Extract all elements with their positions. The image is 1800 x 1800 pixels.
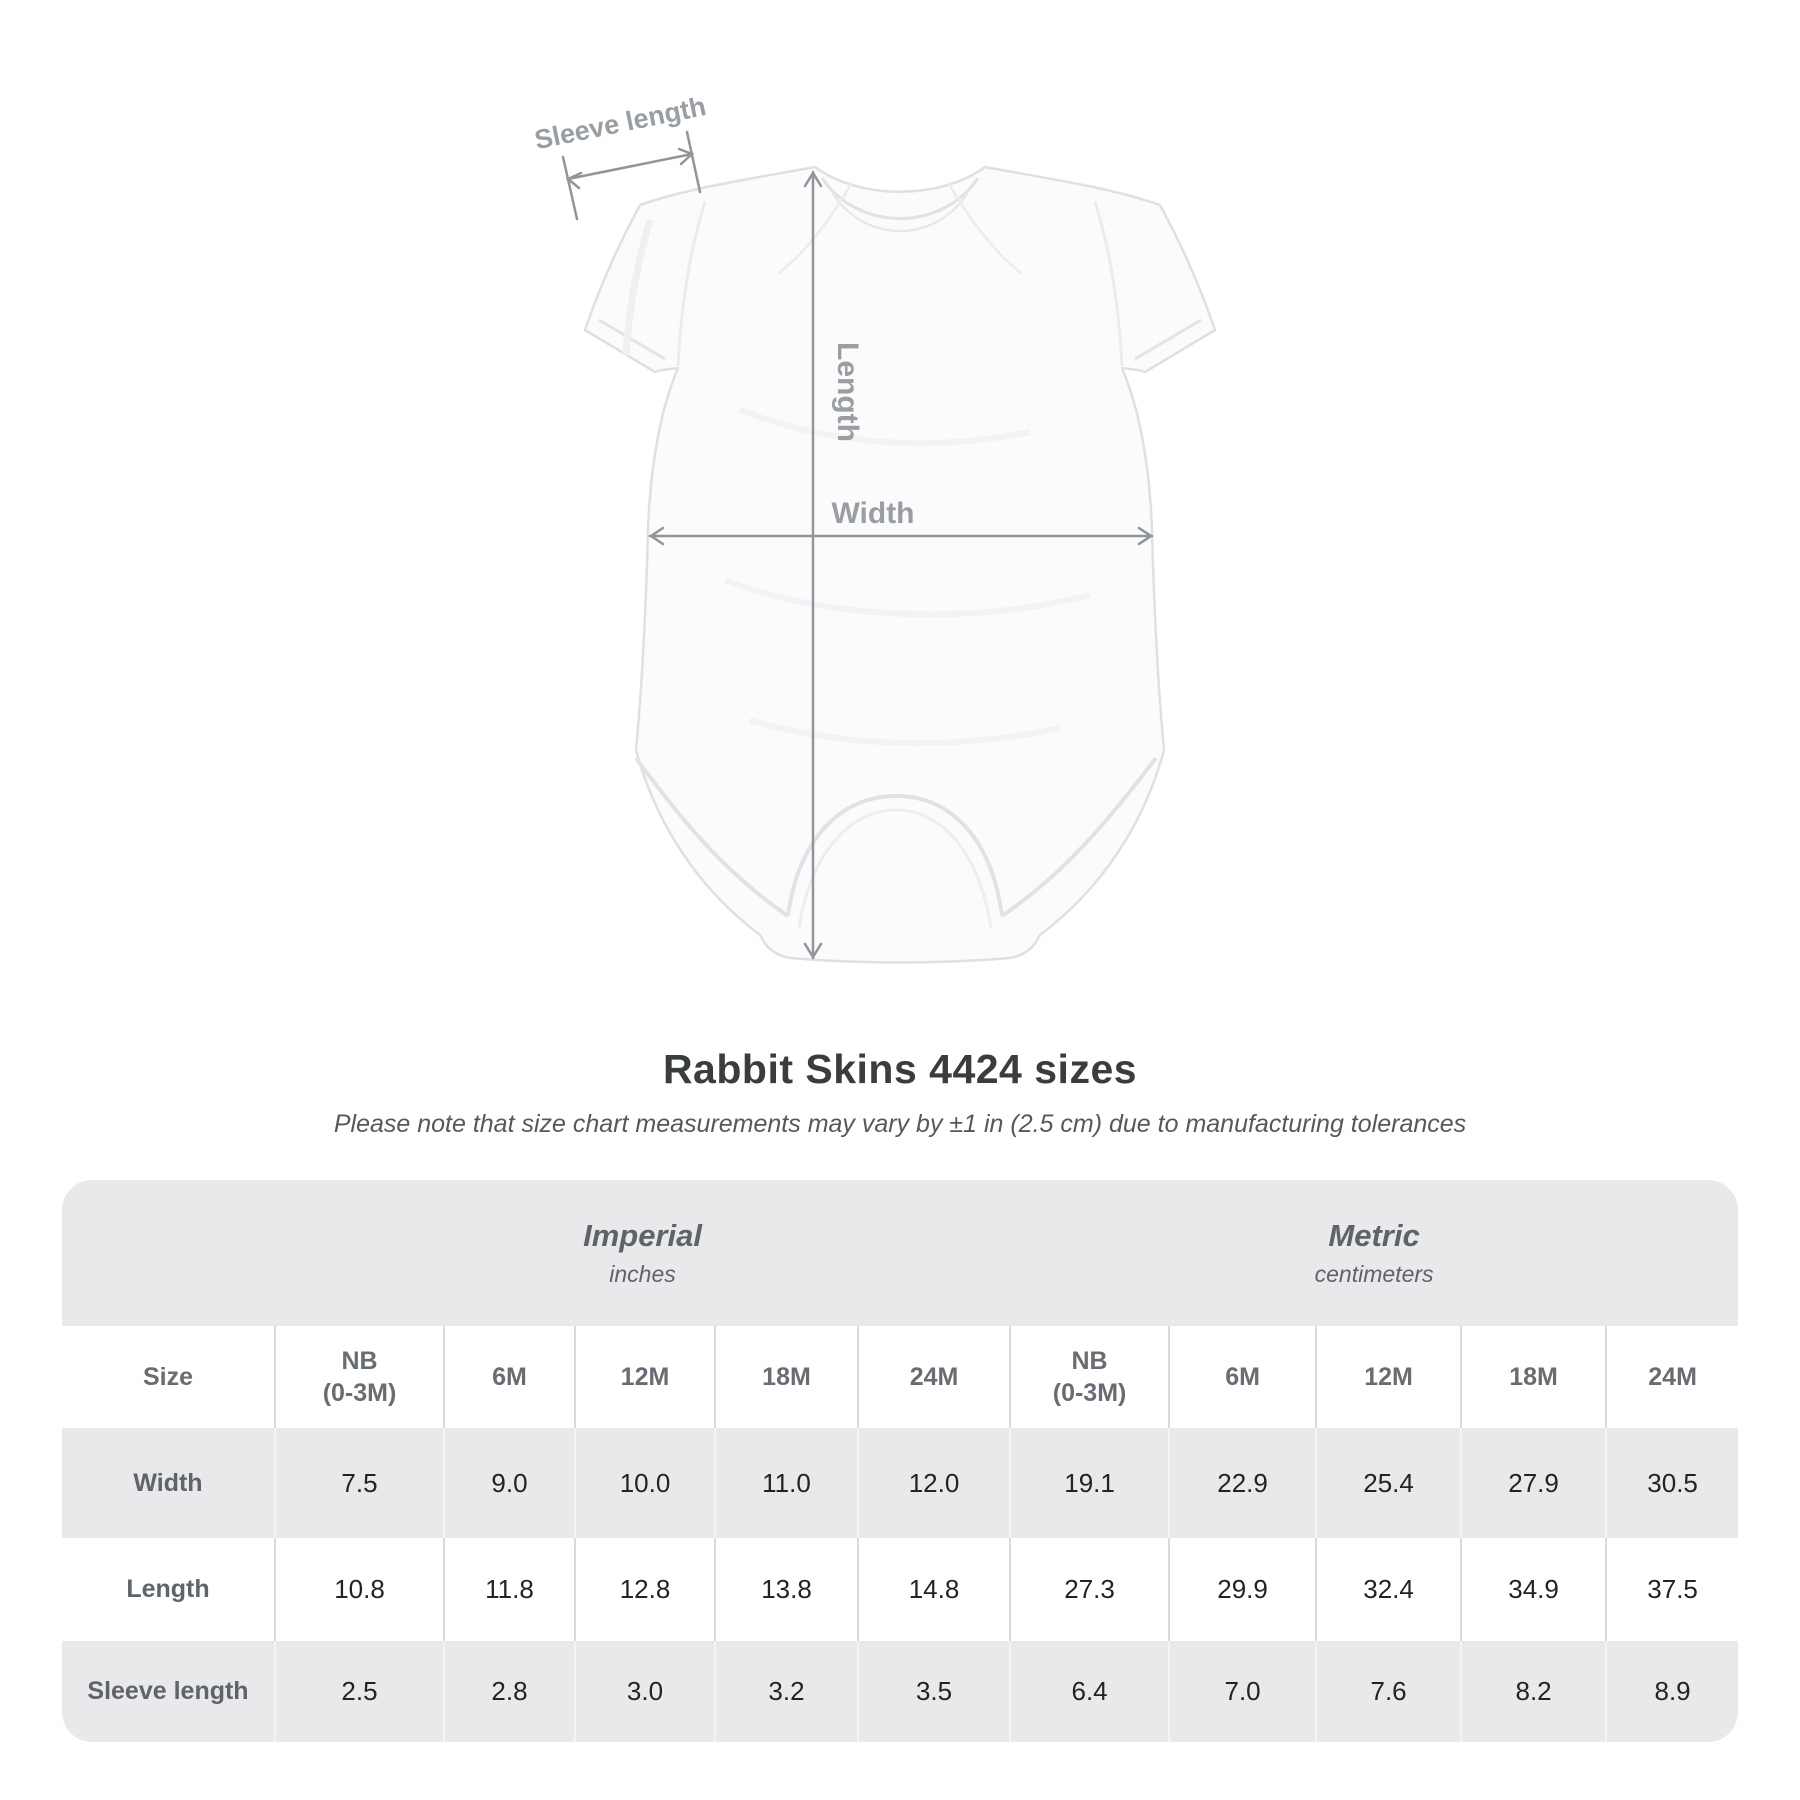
row-label-sleeve-length: Sleeve length	[62, 1641, 275, 1742]
width-6m-in: 9.0	[443, 1428, 575, 1538]
sleeve-length-label: Sleeve length	[532, 91, 709, 155]
length-label: Length	[831, 342, 864, 442]
width-nb-cm: 19.1	[1009, 1428, 1170, 1538]
col-header-24m-imperial: 24M	[856, 1326, 1011, 1428]
sleeve-nb-in: 2.5	[274, 1641, 444, 1742]
width-nb-in: 7.5	[274, 1428, 444, 1538]
size-chart-table: Imperial inches Metric centimeters Size …	[62, 1180, 1738, 1742]
sleeve-24m-in: 3.5	[856, 1641, 1011, 1742]
width-24m-in: 12.0	[856, 1428, 1011, 1538]
col-header-6m-imperial: 6M	[443, 1326, 575, 1428]
table-row-sleeve-length: Sleeve length 2.5 2.8 3.0 3.2 3.5 6.4 7.…	[62, 1641, 1738, 1742]
unit-band-row: Imperial inches Metric centimeters	[62, 1180, 1738, 1326]
table-row-width: Width 7.5 9.0 10.0 11.0 12.0 19.1 22.9 2…	[62, 1428, 1738, 1538]
length-nb-cm: 27.3	[1009, 1538, 1170, 1641]
baby-bodysuit-illustration	[583, 165, 1217, 964]
width-18m-in: 11.0	[714, 1428, 858, 1538]
width-6m-cm: 22.9	[1168, 1428, 1317, 1538]
sleeve-nb-cm: 6.4	[1009, 1641, 1170, 1742]
width-label: Width	[831, 497, 914, 530]
length-6m-in: 11.8	[443, 1538, 575, 1641]
col-header-24m-metric: 24M	[1605, 1326, 1738, 1428]
size-column-header: Size	[62, 1326, 275, 1428]
col-header-12m-imperial: 12M	[574, 1326, 715, 1428]
size-header-row: Size NB (0-3M) 6M 12M 18M 24M NB (0-3M) …	[62, 1326, 1738, 1428]
col-header-18m-metric: 18M	[1460, 1326, 1607, 1428]
length-24m-cm: 37.5	[1605, 1538, 1738, 1641]
col-header-nb-imperial: NB (0-3M)	[274, 1326, 444, 1428]
col-header-6m-metric: 6M	[1168, 1326, 1317, 1428]
row-label-width: Width	[62, 1428, 275, 1538]
metric-unit-label: centimeters	[1314, 1261, 1434, 1287]
sleeve-6m-in: 2.8	[443, 1641, 575, 1742]
length-arrow	[803, 170, 823, 960]
sleeve-18m-in: 3.2	[714, 1641, 858, 1742]
row-label-length: Length	[62, 1538, 275, 1641]
col-header-18m-imperial: 18M	[714, 1326, 858, 1428]
sleeve-6m-cm: 7.0	[1168, 1641, 1317, 1742]
col-header-nb-metric: NB (0-3M)	[1009, 1326, 1170, 1428]
unit-band-corner	[62, 1180, 275, 1326]
length-12m-in: 12.8	[574, 1538, 715, 1641]
imperial-label: Imperial	[583, 1218, 702, 1253]
length-6m-cm: 29.9	[1168, 1538, 1317, 1641]
width-18m-cm: 27.9	[1460, 1428, 1607, 1538]
bodysuit-measurement-diagram: Sleeve length Length Width	[532, 91, 1217, 964]
width-24m-cm: 30.5	[1605, 1428, 1738, 1538]
sleeve-18m-cm: 8.2	[1460, 1641, 1607, 1742]
sleeve-12m-in: 3.0	[574, 1641, 715, 1742]
width-12m-cm: 25.4	[1315, 1428, 1462, 1538]
length-24m-in: 14.8	[856, 1538, 1011, 1641]
tolerance-note: Please note that size chart measurements…	[333, 1110, 1467, 1138]
imperial-unit-label: inches	[609, 1261, 676, 1287]
measurement-arrows	[561, 130, 1154, 960]
length-18m-in: 13.8	[714, 1538, 858, 1641]
sleeve-24m-cm: 8.9	[1605, 1641, 1738, 1742]
metric-group-header: Metric centimeters	[1010, 1180, 1738, 1326]
width-12m-in: 10.0	[574, 1428, 715, 1538]
page-title: Rabbit Skins 4424 sizes	[662, 1046, 1138, 1092]
metric-label: Metric	[1328, 1218, 1420, 1253]
table-row-length: Length 10.8 11.8 12.8 13.8 14.8 27.3 29.…	[62, 1538, 1738, 1641]
length-nb-in: 10.8	[274, 1538, 444, 1641]
col-header-12m-metric: 12M	[1315, 1326, 1462, 1428]
sleeve-length-arrow	[561, 130, 702, 221]
length-18m-cm: 34.9	[1460, 1538, 1607, 1641]
width-arrow	[648, 526, 1154, 546]
imperial-group-header: Imperial inches	[275, 1180, 1011, 1326]
length-12m-cm: 32.4	[1315, 1538, 1462, 1641]
sleeve-12m-cm: 7.6	[1315, 1641, 1462, 1742]
